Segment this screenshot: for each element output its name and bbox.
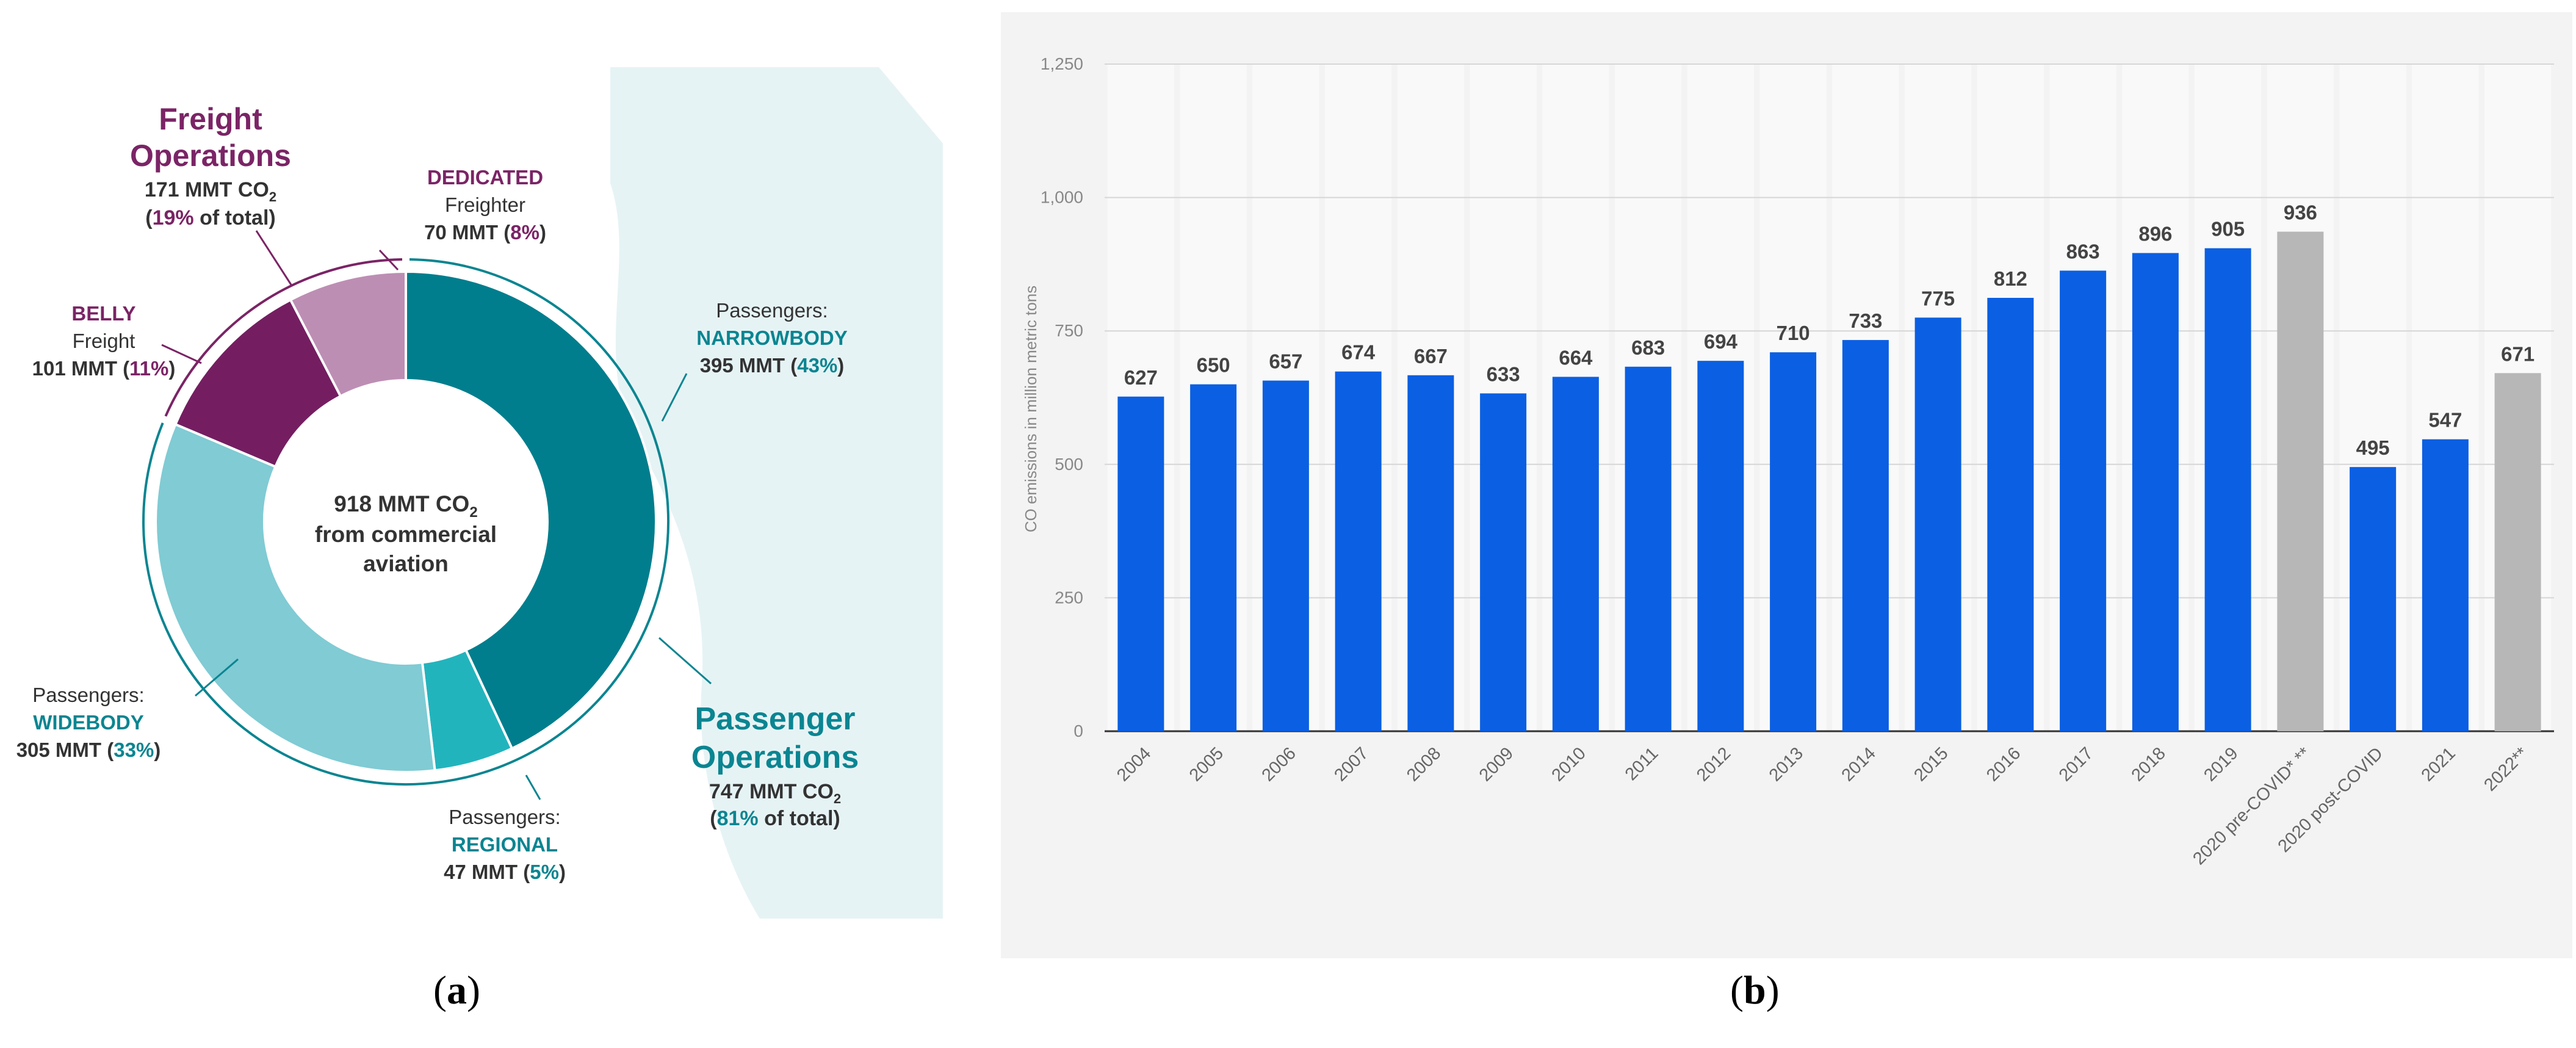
bar (1625, 366, 1672, 731)
y-tick-label: 0 (1073, 721, 1083, 740)
bar (1190, 384, 1237, 731)
bar-value-label: 775 (1921, 287, 1955, 309)
bar-value-label: 667 (1414, 345, 1448, 367)
center-label-line2: from commercial (315, 522, 497, 547)
caption-b: (b) (1730, 968, 1780, 1013)
bar-chart-svg: 627 650 657 674 667 633 664 683 694 710 733 775 812 8… (1001, 12, 2572, 958)
center-label-line1: 918 MMT CO2 (334, 491, 477, 521)
freight-group-arc (164, 258, 403, 417)
y-tick-label: 1,000 (1041, 188, 1083, 207)
bar-value-label: 896 (2138, 223, 2172, 245)
y-tick-label: 250 (1055, 588, 1083, 607)
y-tick-label: 1,250 (1041, 54, 1083, 73)
bar (2204, 248, 2251, 732)
bar-value-label: 863 (2066, 240, 2100, 262)
passenger-group-title-line2: Operations (691, 740, 859, 775)
slice-label-belly-name: Freight (73, 330, 135, 352)
passenger-group-arc (142, 258, 669, 786)
bar (2350, 467, 2397, 731)
leader-line-freight-group (255, 230, 293, 286)
bar-value-label: 547 (2428, 409, 2462, 432)
slice-label-regional-value: 47 MMT (5%) (444, 861, 566, 883)
bar (1842, 340, 1889, 731)
bar-value-label: 671 (2501, 342, 2535, 365)
freight-group-title-line1: Freight (159, 102, 262, 136)
donut-slice-widebody (154, 422, 436, 773)
center-label-line3: aviation (363, 551, 449, 576)
slice-label-widebody-value: 305 MMT (33%) (16, 739, 161, 761)
bar (2494, 373, 2541, 731)
bar-value-label: 664 (1559, 346, 1593, 369)
slice-label-dedicated-top: DEDICATED (427, 166, 543, 189)
bar-value-label: 812 (1994, 267, 2027, 290)
bar-value-label: 633 (1487, 363, 1520, 386)
bar (2277, 231, 2324, 731)
bar (1987, 297, 2034, 732)
leader-line-passenger-group (658, 637, 712, 685)
bar-chart-value-labels: 627 650 657 674 667 633 664 683 694 710 733 775 812 8… (1124, 201, 2535, 460)
slice-label-regional-top: Passengers: (449, 806, 560, 828)
bar (1117, 396, 1164, 731)
bar (1262, 380, 1309, 731)
freight-group-title-line2: Operations (130, 139, 291, 173)
bar-value-label: 627 (1124, 366, 1158, 389)
bar-chart-y-ticks: 0 250 500 750 1,000 1,250 (1041, 54, 1083, 740)
passenger-group-value: 747 MMT CO2 (709, 780, 841, 806)
bar-value-label: 495 (2356, 436, 2390, 459)
slice-label-narrowbody-top: Passengers: (716, 299, 828, 322)
donut-slices (154, 270, 657, 773)
slice-label-narrowbody-value: 395 MMT (43%) (700, 354, 845, 377)
bar (2060, 270, 2107, 731)
donut-chart-svg: 918 MMT CO2 from commercial aviation Fre… (16, 67, 943, 919)
leader-line-belly (161, 344, 202, 364)
leader-line-widebody (195, 658, 239, 697)
background-shape (610, 67, 943, 919)
freight-group-value: 171 MMT CO2 (145, 178, 276, 204)
bar-value-label: 733 (1849, 309, 1882, 332)
slice-label-belly-top: BELLY (71, 302, 135, 325)
bar-value-label: 936 (2284, 201, 2317, 224)
slice-label-narrowbody-name: NARROWBODY (696, 327, 847, 349)
slice-label-dedicated-name: Freighter (445, 193, 525, 216)
leader-line-narrowbody (661, 373, 688, 422)
bar (2422, 439, 2469, 731)
slice-label-widebody-name: WIDEBODY (33, 711, 144, 734)
bar (2132, 253, 2179, 731)
bar (1770, 352, 1817, 731)
slice-label-regional-name: REGIONAL (452, 833, 558, 856)
panel-b-bar-chart: 627 650 657 674 667 633 664 683 694 710 733 775 812 8… (1001, 12, 2572, 958)
bar (1480, 393, 1527, 731)
bar-chart-bars (1117, 231, 2541, 732)
bar-value-label: 657 (1269, 350, 1302, 373)
caption-a: (a) (433, 968, 480, 1013)
bar-value-label: 905 (2211, 218, 2245, 240)
bar-value-label: 683 (1631, 336, 1665, 359)
donut-slice-narrowbody (405, 270, 657, 750)
passenger-group-share: (81% of total) (710, 807, 840, 830)
group-outer-arcs (142, 258, 669, 786)
slice-label-widebody-top: Passengers: (32, 684, 144, 706)
bar-value-label: 674 (1341, 341, 1376, 364)
freight-group-share: (19% of total) (145, 206, 275, 229)
passenger-group-title-line1: Passenger (695, 701, 855, 737)
y-tick-label: 500 (1055, 455, 1083, 474)
bar-value-label: 710 (1777, 322, 1810, 344)
bar-value-label: 694 (1704, 330, 1738, 353)
panel-a-donut-chart: 918 MMT CO2 from commercial aviation Fre… (0, 0, 964, 977)
donut-slice-dedicated (289, 270, 407, 398)
bar (1407, 375, 1454, 731)
bar (1914, 317, 1961, 731)
bar (1335, 371, 1382, 731)
bar-value-label: 650 (1197, 354, 1230, 377)
y-axis-label: CO emissions in million metric tons (1022, 286, 1040, 533)
bar (1697, 361, 1744, 731)
leader-line-regional (525, 775, 541, 800)
slice-label-belly-value: 101 MMT (11%) (32, 357, 176, 380)
leader-line-dedicated (378, 249, 399, 271)
bar (1552, 377, 1599, 731)
y-tick-label: 750 (1055, 321, 1083, 340)
slice-label-dedicated-value: 70 MMT (8%) (424, 221, 546, 244)
leader-lines (161, 230, 712, 800)
